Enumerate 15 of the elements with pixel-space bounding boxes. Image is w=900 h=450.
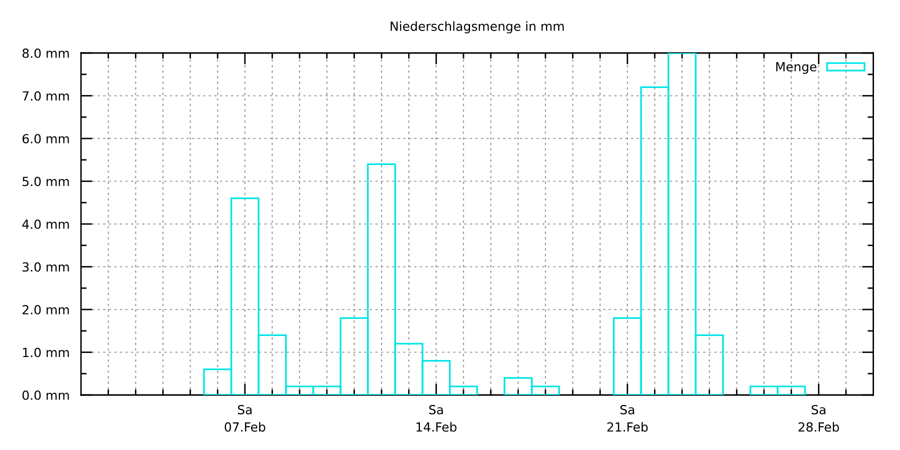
y-tick-label: 1.0 mm: [23, 348, 69, 358]
legend-label: Menge: [776, 62, 816, 74]
x-tick-label: Sa 07.Feb: [224, 404, 266, 432]
x-tick-label: Sa 14.Feb: [416, 404, 456, 432]
x-tick-label: Sa 21.Feb: [607, 404, 648, 432]
y-tick-label: 3.0 mm: [22, 262, 69, 272]
y-tick-label: 0.0 mm: [22, 390, 69, 400]
x-tick-label: Sa 28.Feb: [798, 404, 839, 432]
y-tick-label: 6.0 mm: [22, 134, 69, 144]
y-tick-label: 8.0 mm: [22, 48, 69, 58]
y-tick-label: 4.0 mm: [22, 219, 69, 229]
y-tick-label: 2.0 mm: [22, 304, 69, 314]
y-tick-label: 7.0 mm: [22, 91, 69, 101]
chart-title: Niederschlagsmenge in mm: [390, 21, 564, 34]
y-tick-label: 5.0 mm: [22, 176, 69, 186]
